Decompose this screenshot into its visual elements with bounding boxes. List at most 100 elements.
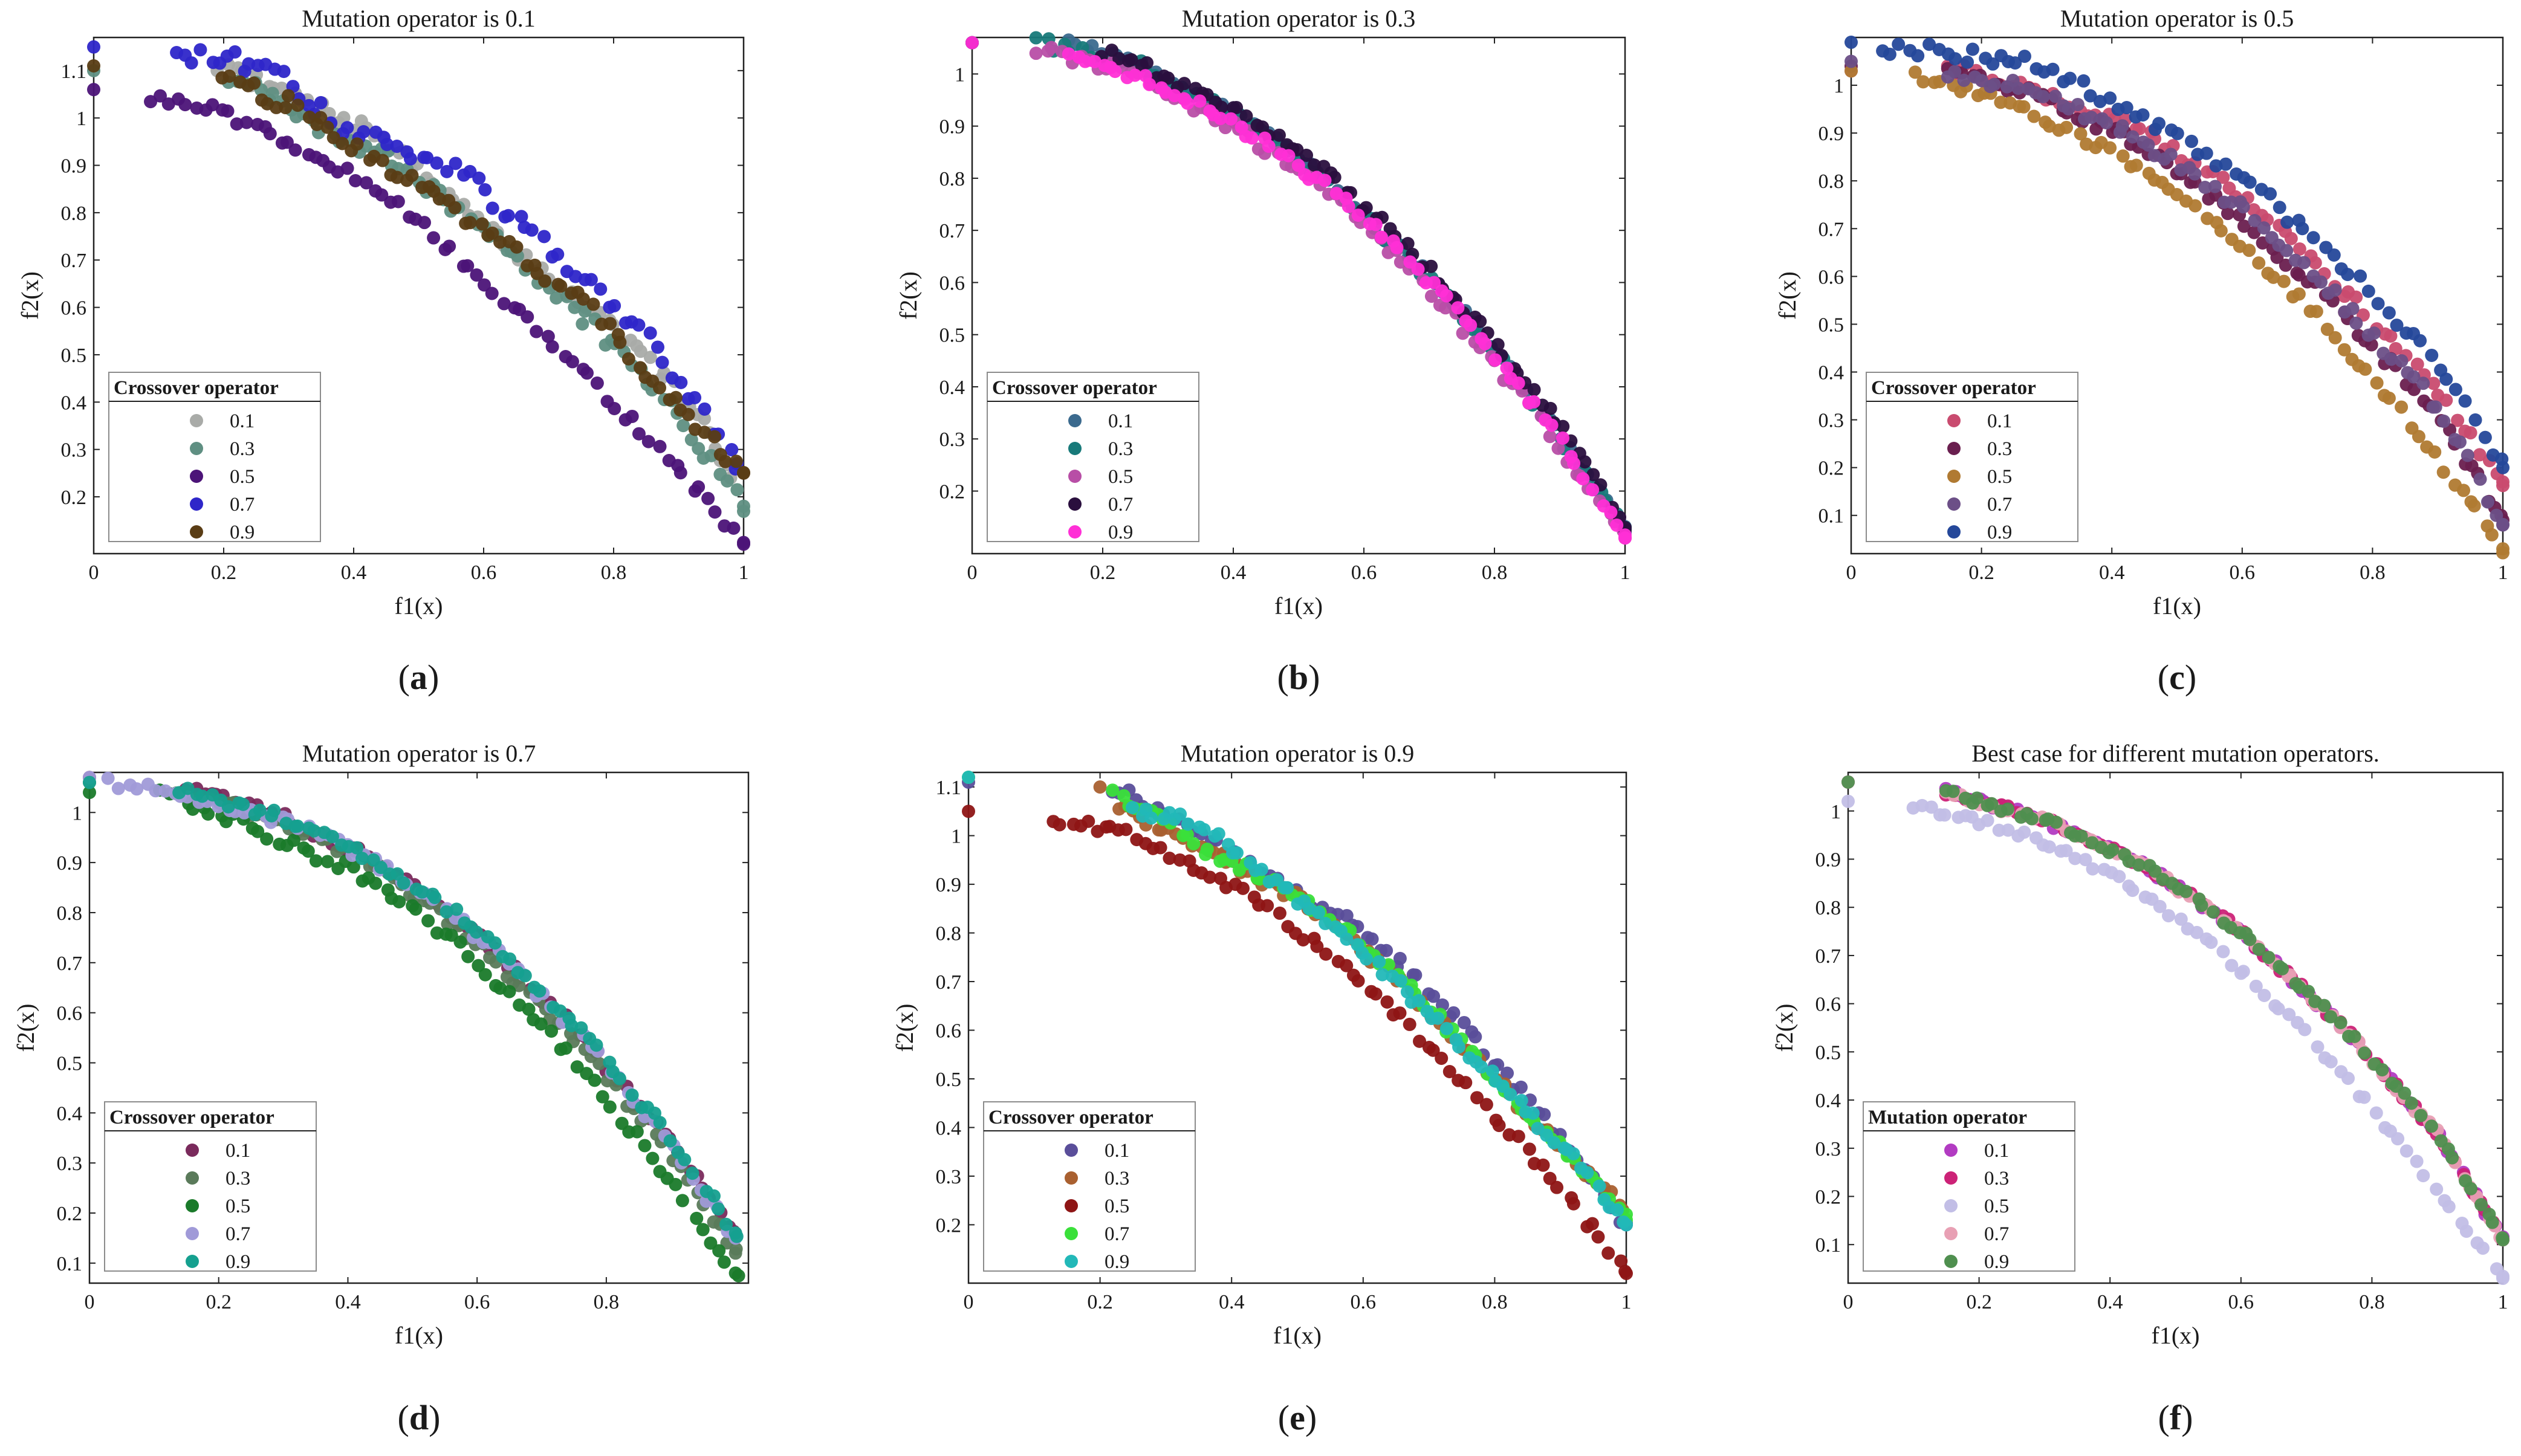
data-point-0-5 [392,895,406,908]
data-point-0-1 [1409,968,1423,982]
data-point-0-9 [488,936,502,950]
data-point-0-5 [632,427,646,441]
legend-label: 0.5 [1108,466,1133,488]
data-point-0-5 [603,1100,617,1114]
data-point-0-5 [675,1194,689,1208]
y-tick-label: 1 [72,802,82,824]
data-point-0-5 [502,985,516,998]
data-point-0-1 [2284,231,2298,245]
data-point-0-1 [634,345,647,358]
data-point-0-5 [1435,1051,1449,1065]
y-tick-label: 0.7 [939,220,965,242]
y-tick-label: 1 [951,826,961,848]
data-point-0-5 [2249,979,2263,993]
legend-label: 0.3 [1105,1168,1129,1189]
data-point-0-5 [696,1223,710,1237]
data-point-0-5 [1585,1217,1599,1231]
legend-label: 0.9 [1105,1251,1129,1273]
data-point-0-5 [1550,1180,1564,1194]
data-point-0-5 [2074,127,2088,141]
data-point-0-9 [1567,456,1581,470]
data-point-0-5 [391,195,405,209]
y-axis-label: f2(x) [891,1004,918,1052]
y-tick-label: 0.9 [57,852,83,875]
data-point-0-3 [2221,207,2234,221]
data-point-0-5 [1029,47,1043,60]
legend-title: Mutation operator [1868,1107,2027,1128]
data-point-0-9 [653,381,667,395]
data-point-0-5 [1536,1158,1550,1172]
legend-marker [190,470,203,483]
data-point-0-9 [2276,962,2289,976]
data-point-0-7 [1527,383,1541,396]
data-point-0-7 [1957,73,1971,87]
x-tick-label: 0.6 [471,561,497,584]
legend-marker [186,1171,199,1185]
data-point-0-7 [193,43,207,57]
data-point-0-5 [87,83,100,97]
data-point-0-5 [369,876,383,890]
y-axis-label: f2(x) [1774,271,1801,320]
data-point-0-7 [440,164,454,178]
data-point-0-7 [1124,53,1138,66]
scatter-points [962,771,1633,1280]
legend-marker [190,442,203,455]
legend-marker [1944,1227,1958,1240]
data-point-0-5 [2428,445,2442,459]
data-point-0-9 [2424,1119,2438,1133]
data-point-0-9 [1340,932,1354,946]
data-point-0-9 [1961,55,1974,69]
data-point-0-9 [415,885,429,899]
data-point-0-5 [641,435,655,448]
data-point-0-5 [1438,301,1452,315]
panel-caption: (b) [1277,658,1320,697]
data-point-0-5 [2459,1225,2473,1238]
y-tick-label: 0.6 [1819,266,1845,288]
data-point-0-9 [1488,353,1502,367]
data-point-0-9 [613,335,627,349]
data-point-0-5 [1511,1130,1525,1144]
data-point-0-7 [87,40,100,54]
y-tick-label: 0.8 [1815,897,1841,919]
data-point-0-5 [2216,945,2230,959]
data-point-0-9 [1311,905,1325,919]
data-point-0-7 [1948,65,1962,79]
data-point-0-5 [2086,862,2100,876]
data-point-0-5 [2277,274,2291,288]
data-point-0-9 [1062,47,1076,61]
data-point-0-5 [570,1060,584,1074]
data-point-0-5 [2042,840,2056,854]
data-point-0-1 [2427,377,2441,390]
chart-title: Mutation operator is 0.7 [302,740,536,767]
data-point-0-7 [420,150,434,164]
caption-open-paren: ( [2158,1398,2170,1437]
data-point-0-5 [2174,912,2188,926]
data-point-0-5 [2320,322,2334,336]
data-point-0-9 [440,905,453,919]
data-point-0-9 [195,789,209,803]
data-point-0-7 [501,209,515,222]
legend-label: 0.9 [230,522,255,543]
data-point-0-7 [2071,97,2085,111]
data-point-0-9 [1213,111,1227,125]
x-tick-label: 0.4 [2097,1291,2123,1313]
data-point-0-5 [630,1125,644,1139]
data-point-0-9 [1511,376,1525,390]
data-point-0-5 [2412,430,2425,444]
caption-open-paren: ( [398,658,410,697]
legend-marker [1947,497,1961,511]
y-tick-label: 0.5 [1819,314,1845,336]
data-point-0-9 [2263,187,2277,201]
data-point-0-9 [2398,1086,2412,1100]
data-point-0-9 [2485,1215,2499,1229]
data-point-0-7 [472,171,486,185]
legend-label: 0.9 [1987,522,2012,543]
data-point-0-9 [2464,1182,2477,1196]
data-point-0-5 [2337,343,2351,357]
caption-letter: d [409,1398,429,1437]
y-tick-label: 0.8 [57,902,83,925]
data-point-0-9 [350,841,364,855]
data-point-0-9 [87,59,100,73]
y-tick-label: 0.8 [936,923,962,945]
